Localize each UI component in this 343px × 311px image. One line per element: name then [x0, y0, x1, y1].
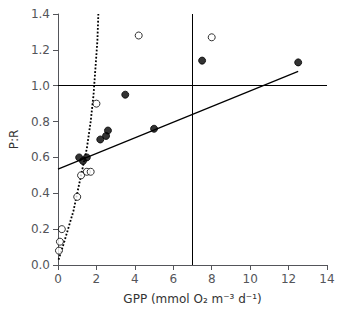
svg-text:GPP (mmol O₂ m⁻³ d⁻¹): GPP (mmol O₂ m⁻³ d⁻¹): [123, 292, 261, 306]
svg-text:6: 6: [169, 272, 177, 286]
svg-text:0.8: 0.8: [31, 115, 50, 129]
svg-text:0.2: 0.2: [31, 222, 50, 236]
svg-text:2: 2: [93, 272, 101, 286]
svg-text:10: 10: [243, 272, 258, 286]
svg-text:14: 14: [319, 272, 334, 286]
svg-text:0.6: 0.6: [31, 150, 50, 164]
svg-text:1.2: 1.2: [31, 43, 50, 57]
svg-text:1.0: 1.0: [31, 79, 50, 93]
svg-text:12: 12: [281, 272, 296, 286]
svg-text:0: 0: [54, 272, 62, 286]
svg-text:8: 8: [208, 272, 216, 286]
svg-text:1.4: 1.4: [31, 7, 50, 21]
svg-text:P:R: P:R: [7, 130, 21, 150]
svg-text:4: 4: [131, 272, 139, 286]
svg-text:0.4: 0.4: [31, 186, 50, 200]
svg-text:0.0: 0.0: [31, 258, 50, 272]
